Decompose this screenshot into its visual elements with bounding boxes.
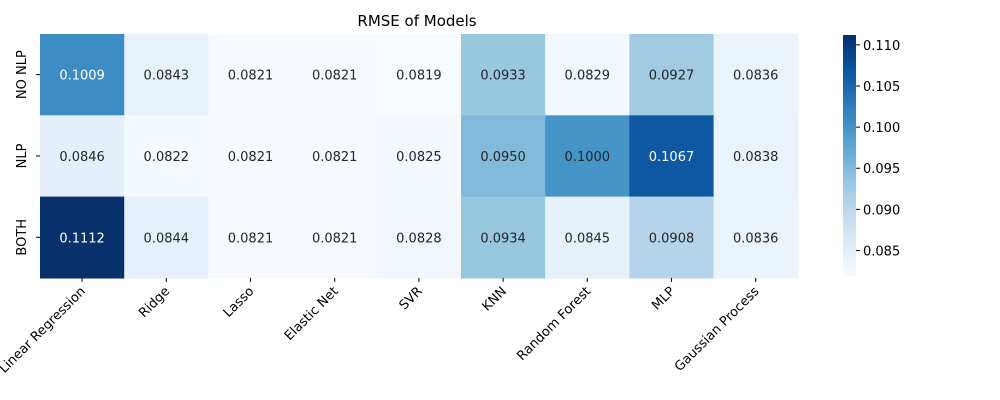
cell-value-label: 0.0821 xyxy=(228,69,274,84)
heatmap-cell xyxy=(376,196,462,279)
heatmap-cell xyxy=(545,34,630,116)
x-tick-label: Ridge xyxy=(136,284,173,321)
cell-value-label: 0.0821 xyxy=(228,231,274,246)
heatmap-cell xyxy=(629,196,715,279)
x-tick-label: Linear Regression xyxy=(0,284,89,376)
heatmap-cell xyxy=(545,115,630,198)
y-axis: NO NLP NLP BOTH xyxy=(15,50,40,256)
cell-value-label: 0.0836 xyxy=(733,231,779,246)
heatmap-cell xyxy=(376,115,462,198)
heatmap-cell xyxy=(629,34,715,116)
heatmap-cell xyxy=(461,115,546,198)
x-tick-label: Lasso xyxy=(221,284,258,321)
heatmap-cell xyxy=(208,115,294,198)
cell-value-label: 0.0821 xyxy=(312,150,358,165)
heatmap-cell xyxy=(40,196,125,279)
cell-value-label: 0.0934 xyxy=(480,231,526,246)
cell-value-label: 0.0908 xyxy=(649,231,695,246)
cell-value-label: 0.1112 xyxy=(59,231,105,246)
x-tick-label: MLP xyxy=(649,284,678,313)
colorbar-tick-label: 0.090 xyxy=(863,203,900,218)
heatmap-cell xyxy=(124,196,209,279)
heatmap-cell xyxy=(461,34,546,116)
x-axis: Linear Regression Ridge Lasso Elastic Net SV… xyxy=(0,277,763,377)
colorbar-tick-label: 0.095 xyxy=(863,162,900,177)
cell-value-label: 0.1067 xyxy=(649,150,695,165)
cell-value-label: 0.0950 xyxy=(480,150,526,165)
cell-value-label: 0.0836 xyxy=(733,69,779,84)
colorbar-tick-label: 0.100 xyxy=(863,121,900,136)
cell-value-label: 0.0927 xyxy=(649,69,695,84)
cell-value-label: 0.0821 xyxy=(228,150,274,165)
heatmap-cell xyxy=(40,34,125,116)
cell-value-label: 0.1000 xyxy=(565,150,611,165)
cell-value-label: 0.0829 xyxy=(565,69,611,84)
heatmap-cell xyxy=(292,34,378,116)
heatmap-cells: 0.1009 0.0843 0.0821 0.0821 0.0819 0.0933 0.08… xyxy=(40,34,799,279)
heatmap-cell xyxy=(461,196,546,279)
colorbar: 0.085 0.090 0.095 0.100 0.105 0.110 xyxy=(843,35,900,276)
heatmap-cell xyxy=(376,34,462,116)
heatmap-cell xyxy=(208,34,294,116)
x-tick-label: Random Forest xyxy=(514,284,594,364)
heatmap-cell xyxy=(713,196,799,279)
heatmap-cell xyxy=(713,115,799,198)
heatmap-cell xyxy=(208,196,294,279)
cell-value-label: 0.0821 xyxy=(312,231,358,246)
heatmap-cell xyxy=(292,196,378,279)
y-tick-label: BOTH xyxy=(15,219,30,256)
cell-value-label: 0.0821 xyxy=(312,69,358,84)
cell-value-label: 0.0828 xyxy=(396,231,442,246)
heatmap-cell xyxy=(545,196,630,279)
cell-value-label: 0.0838 xyxy=(733,150,779,165)
colorbar-tick-label: 0.110 xyxy=(863,39,900,54)
colorbar-tick-label: 0.105 xyxy=(863,80,900,95)
heatmap-cell xyxy=(124,34,209,116)
cell-value-label: 0.0822 xyxy=(144,150,190,165)
cell-value-label: 0.0844 xyxy=(144,231,190,246)
colorbar-tick-label: 0.085 xyxy=(863,245,900,260)
cell-value-label: 0.0819 xyxy=(396,69,442,84)
y-tick-label: NO NLP xyxy=(15,50,30,99)
x-tick-label: SVR xyxy=(397,284,426,313)
heatmap-cell xyxy=(292,115,378,198)
x-tick-label: KNN xyxy=(480,284,510,314)
heatmap-cell xyxy=(629,115,715,198)
colorbar-gradient xyxy=(843,35,856,276)
cell-value-label: 0.0825 xyxy=(396,150,442,165)
cell-value-label: 0.0845 xyxy=(565,231,611,246)
x-tick-label: Gaussian Process xyxy=(672,284,763,375)
chart-title: RMSE of Models xyxy=(357,12,476,30)
heatmap-cell xyxy=(124,115,209,198)
cell-value-label: 0.0846 xyxy=(59,150,105,165)
heatmap-cell xyxy=(40,115,125,198)
heatmap-cell xyxy=(713,34,799,116)
y-tick-label: NLP xyxy=(15,143,30,168)
cell-value-label: 0.0843 xyxy=(144,69,190,84)
x-tick-label: Elastic Net xyxy=(282,284,342,344)
cell-value-label: 0.0933 xyxy=(480,69,526,84)
cell-value-label: 0.1009 xyxy=(59,69,105,84)
